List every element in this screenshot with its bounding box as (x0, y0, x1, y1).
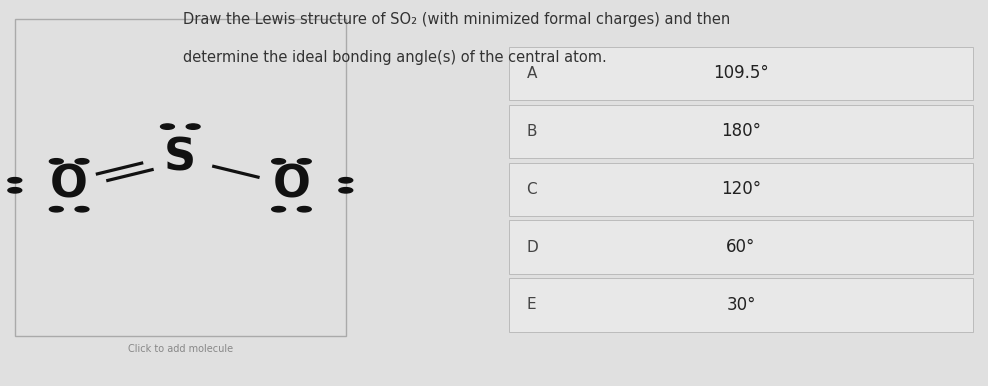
Circle shape (49, 159, 63, 164)
Circle shape (75, 159, 89, 164)
Text: 30°: 30° (726, 296, 756, 314)
FancyBboxPatch shape (509, 220, 973, 274)
Text: O: O (273, 164, 310, 207)
Text: Click to add molecule: Click to add molecule (127, 344, 233, 354)
Text: Draw the Lewis structure of SO₂ (with minimized formal charges) and then: Draw the Lewis structure of SO₂ (with mi… (183, 12, 730, 27)
FancyBboxPatch shape (509, 278, 973, 332)
Text: determine the ideal bonding angle(s) of the central atom.: determine the ideal bonding angle(s) of … (183, 50, 607, 65)
Circle shape (297, 159, 311, 164)
Text: C: C (527, 182, 537, 196)
FancyBboxPatch shape (509, 163, 973, 216)
Text: E: E (527, 298, 536, 312)
Circle shape (297, 207, 311, 212)
FancyBboxPatch shape (509, 47, 973, 100)
Text: 60°: 60° (726, 238, 756, 256)
FancyBboxPatch shape (15, 19, 346, 336)
Text: D: D (527, 240, 538, 254)
Text: S: S (164, 137, 197, 180)
FancyBboxPatch shape (509, 105, 973, 158)
Circle shape (272, 207, 286, 212)
Text: 180°: 180° (721, 122, 761, 140)
Circle shape (339, 178, 353, 183)
Circle shape (186, 124, 200, 129)
Text: 109.5°: 109.5° (713, 64, 769, 82)
Circle shape (339, 188, 353, 193)
Text: B: B (527, 124, 537, 139)
Text: A: A (527, 66, 537, 81)
Circle shape (75, 207, 89, 212)
Text: O: O (50, 164, 88, 207)
Circle shape (160, 124, 174, 129)
Circle shape (49, 207, 63, 212)
Text: 120°: 120° (721, 180, 761, 198)
Circle shape (272, 159, 286, 164)
Circle shape (8, 188, 22, 193)
Circle shape (8, 178, 22, 183)
